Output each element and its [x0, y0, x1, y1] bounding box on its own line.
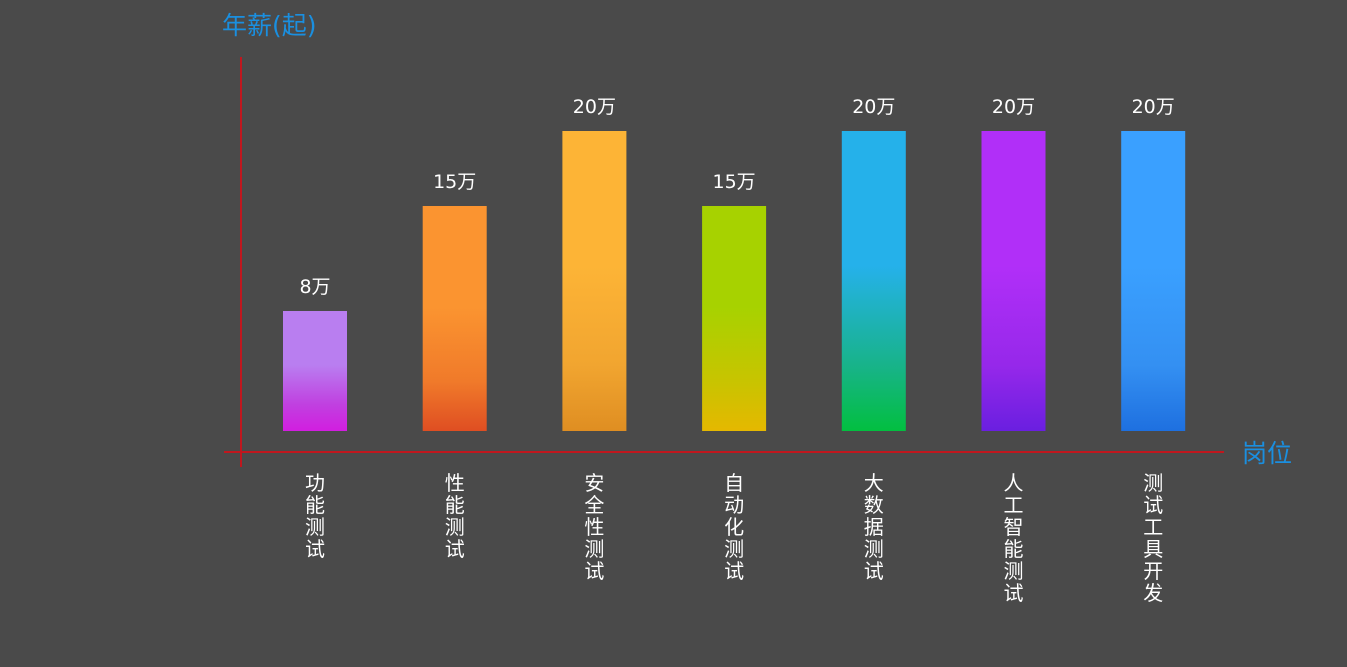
bars-group — [283, 131, 1186, 431]
category-label: 功能测试 — [305, 471, 325, 561]
category-label: 自动化测试 — [724, 471, 745, 583]
bar-value-label: 15万 — [433, 171, 476, 193]
bar-value-label: 20万 — [992, 96, 1035, 118]
value-labels-group: 8万 15万 20万 15万 20万 20万 20万 — [299, 96, 1174, 298]
bar-value-label: 20万 — [573, 96, 616, 118]
category-label: 测试工具开发 — [1143, 471, 1164, 605]
bar-3 — [562, 131, 627, 431]
bar-6 — [981, 131, 1046, 431]
bar-4 — [702, 206, 767, 431]
category-label: 人工智能测试 — [1003, 471, 1024, 605]
category-label: 安全性测试 — [584, 471, 605, 583]
bar-5 — [841, 131, 906, 431]
bar-1 — [283, 311, 347, 431]
bar-value-label: 15万 — [713, 171, 756, 193]
x-axis-label: 岗位 — [1242, 439, 1293, 468]
bar-7 — [1121, 131, 1186, 431]
category-label: 大数据测试 — [863, 471, 884, 583]
y-axis-label: 年薪(起) — [222, 11, 317, 40]
bar-value-label: 20万 — [852, 96, 895, 118]
bar-value-label: 8万 — [299, 276, 330, 298]
bar-2 — [422, 206, 487, 431]
bar-value-label: 20万 — [1132, 96, 1175, 118]
category-label: 性能测试 — [444, 471, 465, 561]
